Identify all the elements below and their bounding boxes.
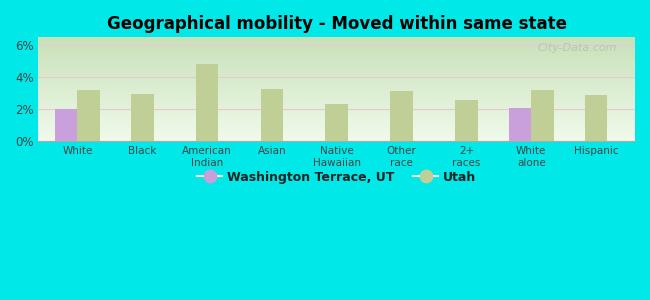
Bar	[77, 90, 100, 141]
Bar	[55, 109, 77, 141]
Text: City-Data.com: City-Data.com	[538, 43, 617, 52]
Bar	[196, 64, 218, 141]
Legend: Washington Terrace, UT, Utah: Washington Terrace, UT, Utah	[192, 166, 482, 189]
Bar	[531, 90, 554, 141]
Bar	[390, 91, 413, 141]
Bar	[455, 100, 478, 141]
Title: Geographical mobility - Moved within same state: Geographical mobility - Moved within sam…	[107, 15, 567, 33]
Bar	[326, 103, 348, 141]
Bar	[131, 94, 153, 141]
Bar	[508, 108, 531, 141]
Bar	[585, 95, 608, 141]
Bar	[261, 89, 283, 141]
